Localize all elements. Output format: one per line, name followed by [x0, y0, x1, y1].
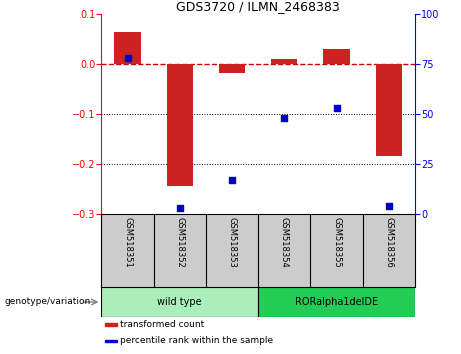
Text: transformed count: transformed count: [119, 320, 204, 329]
Text: GSM518354: GSM518354: [280, 217, 289, 268]
Point: [176, 205, 183, 211]
Title: GDS3720 / ILMN_2468383: GDS3720 / ILMN_2468383: [176, 0, 340, 13]
Bar: [167, 64, 193, 186]
Bar: [101, 287, 258, 317]
Text: GSM518353: GSM518353: [228, 217, 236, 268]
Text: RORalpha1delDE: RORalpha1delDE: [295, 297, 378, 307]
Point: [385, 203, 392, 209]
Bar: [219, 64, 245, 73]
Bar: [105, 340, 117, 342]
Bar: [324, 49, 349, 64]
Bar: [258, 287, 415, 317]
Text: genotype/variation: genotype/variation: [5, 297, 91, 307]
Bar: [114, 32, 141, 64]
Text: GSM518351: GSM518351: [123, 217, 132, 268]
Text: GSM518355: GSM518355: [332, 217, 341, 268]
Text: percentile rank within the sample: percentile rank within the sample: [119, 336, 273, 346]
Point: [228, 177, 236, 183]
Text: wild type: wild type: [158, 297, 202, 307]
Text: GSM518352: GSM518352: [175, 217, 184, 268]
Point: [281, 115, 288, 121]
Bar: [376, 64, 402, 156]
Point: [124, 55, 131, 61]
Bar: [271, 59, 297, 64]
Text: GSM518356: GSM518356: [384, 217, 393, 268]
Bar: [105, 323, 117, 326]
Point: [333, 105, 340, 111]
